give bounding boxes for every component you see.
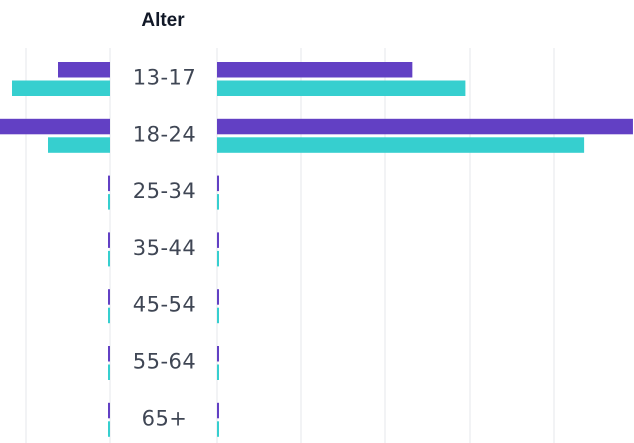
bar-right-55-64-s0 bbox=[217, 346, 219, 362]
bar-left-13-17-s1 bbox=[12, 80, 110, 96]
category-label-55-64: 55-64 bbox=[133, 350, 197, 374]
bar-right-45-54-s1 bbox=[217, 307, 219, 324]
bar-right-18-24-s0 bbox=[217, 118, 633, 135]
bar-right-25-34-s1 bbox=[217, 194, 219, 210]
bar-right-18-24-s1 bbox=[217, 137, 585, 153]
bar-left-45-54-s0 bbox=[108, 289, 110, 305]
bar-left-18-24-s0 bbox=[0, 118, 110, 135]
bar-left-45-54-s1 bbox=[108, 307, 110, 324]
bar-right-45-54-s0 bbox=[217, 289, 219, 305]
bar-right-25-34-s0 bbox=[217, 175, 219, 192]
bar-left-35-44-s1 bbox=[108, 250, 110, 267]
bars bbox=[0, 62, 633, 437]
bar-right-35-44-s1 bbox=[217, 250, 219, 267]
category-label-35-44: 35-44 bbox=[133, 236, 197, 260]
category-label-65+: 65+ bbox=[142, 406, 188, 430]
bar-left-55-64-s0 bbox=[108, 346, 110, 362]
bar-left-25-34-s0 bbox=[108, 175, 110, 192]
bar-right-65+-s1 bbox=[217, 421, 219, 437]
category-label-25-34: 25-34 bbox=[133, 179, 197, 203]
bar-right-35-44-s0 bbox=[217, 232, 219, 248]
bar-left-65+-s1 bbox=[108, 421, 110, 437]
gridlines bbox=[25, 48, 555, 443]
chart-title: Alter bbox=[141, 10, 185, 31]
category-label-45-54: 45-54 bbox=[133, 293, 197, 317]
bar-right-13-17-s0 bbox=[217, 62, 413, 78]
bar-right-13-17-s1 bbox=[217, 80, 466, 96]
category-label-18-24: 18-24 bbox=[133, 122, 197, 146]
bar-left-13-17-s0 bbox=[58, 62, 110, 78]
bar-left-25-34-s1 bbox=[108, 194, 110, 210]
bar-left-55-64-s1 bbox=[108, 364, 110, 380]
bar-left-65+-s0 bbox=[108, 402, 110, 419]
category-labels: 13-17 18-24 25-34 35-44 45-54 55-64 65+ bbox=[133, 66, 197, 431]
bar-left-35-44-s0 bbox=[108, 232, 110, 248]
bar-right-65+-s0 bbox=[217, 402, 219, 419]
bar-right-55-64-s1 bbox=[217, 364, 219, 380]
category-label-13-17: 13-17 bbox=[133, 66, 197, 90]
bar-left-18-24-s1 bbox=[48, 137, 110, 153]
